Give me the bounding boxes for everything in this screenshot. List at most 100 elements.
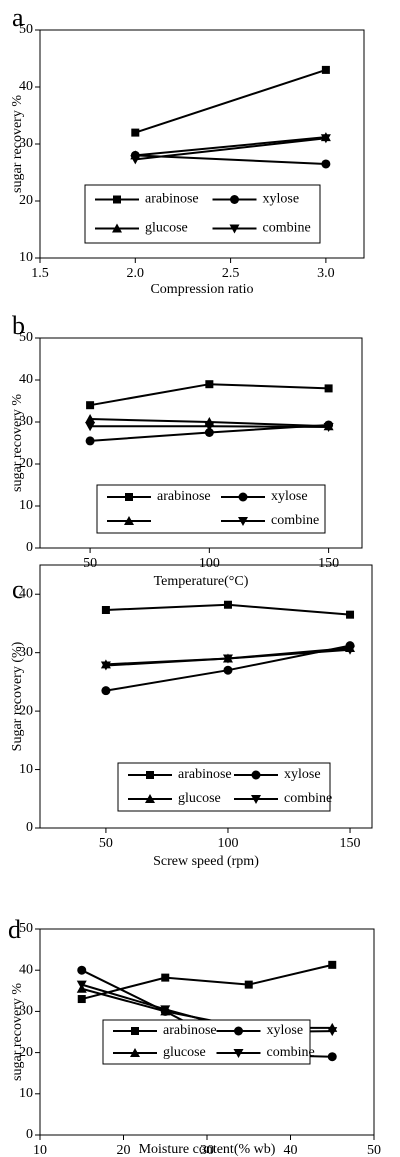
y-tick-label: 50: [19, 921, 33, 936]
legend-box: [96, 484, 326, 534]
series-line: [134, 68, 327, 134]
plot-frame: [39, 564, 373, 829]
marker: [160, 1005, 171, 1015]
x-axis-label: Moisture content(% wb): [139, 1142, 276, 1157]
legend-marker: [145, 794, 155, 803]
marker: [324, 384, 333, 393]
legend-marker: [130, 1048, 140, 1057]
y-tick-label: 40: [19, 79, 33, 94]
series-line: [135, 136, 326, 157]
x-axis-label: Temperature(°C): [154, 574, 249, 589]
legend-marker: [238, 492, 248, 502]
legend-marker: [113, 195, 121, 204]
legend-label: glucose: [145, 221, 188, 236]
marker: [101, 686, 111, 696]
marker: [320, 134, 331, 144]
y-tick-label: 50: [19, 22, 33, 37]
legend-marker: [124, 516, 134, 525]
y-tick-label: 30: [19, 1004, 33, 1019]
x-tick-label: 50: [99, 836, 113, 851]
series-line: [135, 137, 326, 161]
marker: [101, 606, 110, 615]
y-tick-label: 40: [19, 586, 33, 601]
marker: [223, 600, 232, 609]
x-tick-label: 1.5: [31, 266, 49, 281]
y-tick-label: 30: [19, 645, 33, 660]
marker: [86, 401, 95, 410]
marker: [321, 65, 330, 74]
y-tick-label: 30: [19, 414, 33, 429]
y-tick-label: 50: [19, 330, 33, 345]
marker: [85, 436, 95, 446]
marker: [204, 422, 215, 432]
legend-label: xylose: [271, 489, 308, 504]
marker: [244, 980, 253, 989]
x-axis-label: Compression ratio: [150, 282, 253, 297]
legend-label: arabinose: [145, 192, 199, 207]
marker: [321, 159, 331, 169]
x-tick-label: 50: [83, 556, 97, 571]
legend-label: combine: [267, 1045, 315, 1060]
y-tick-label: 20: [19, 1045, 33, 1060]
legend-marker: [238, 517, 248, 526]
legend-marker: [230, 195, 239, 204]
y-tick-label: 0: [26, 540, 33, 555]
panel-label: c: [12, 575, 24, 604]
marker: [100, 661, 111, 671]
y-tick-label: 20: [19, 703, 33, 718]
x-tick-label: 150: [340, 836, 361, 851]
x-tick-label: 10: [33, 1143, 47, 1157]
legend-box: [84, 184, 321, 244]
marker: [77, 965, 87, 975]
marker: [323, 423, 334, 433]
marker: [346, 610, 355, 619]
marker: [85, 422, 96, 432]
marker: [204, 428, 214, 437]
y-tick-label: 10: [19, 250, 33, 265]
y-tick-label: 40: [19, 962, 33, 977]
legend-marker: [146, 771, 154, 779]
legend-marker: [229, 224, 240, 234]
legend-label: combine: [271, 513, 319, 528]
x-tick-label: 100: [217, 836, 238, 851]
legend-label: combine: [284, 791, 332, 806]
marker: [130, 155, 141, 165]
x-tick-label: 50: [367, 1143, 381, 1157]
legend-marker: [251, 795, 261, 804]
legend-label: glucose: [163, 1045, 206, 1060]
marker: [85, 414, 96, 424]
panel-label: d: [8, 915, 21, 944]
marker: [223, 665, 233, 675]
x-tick-label: 3.0: [317, 266, 335, 281]
legend-label: arabinose: [178, 767, 232, 782]
panel-label: b: [12, 311, 25, 340]
legend-label: glucose: [178, 791, 221, 806]
legend-label: arabinose: [157, 489, 211, 504]
marker: [76, 980, 87, 990]
y-tick-label: 30: [19, 136, 33, 151]
y-tick-label: 0: [26, 820, 33, 835]
y-tick-label: 0: [26, 1127, 33, 1142]
plot-frame: [39, 337, 363, 549]
x-tick-label: 2.5: [222, 266, 240, 281]
x-tick-label: 150: [318, 556, 339, 571]
y-axis-label: Sugar recovery (%): [10, 641, 25, 751]
marker: [77, 995, 86, 1004]
legend-label: combine: [263, 221, 311, 236]
x-tick-label: 100: [199, 556, 220, 571]
x-tick-label: 2.0: [127, 266, 145, 281]
legend-label: arabinose: [163, 1023, 217, 1038]
legend-marker: [131, 1027, 139, 1035]
marker: [161, 973, 170, 982]
x-tick-label: 30: [200, 1143, 214, 1157]
panel-label: a: [12, 3, 24, 32]
y-tick-label: 20: [19, 193, 33, 208]
legend-label: xylose: [267, 1023, 304, 1038]
marker: [327, 1052, 337, 1062]
legend-marker: [251, 770, 261, 780]
legend-label: xylose: [263, 192, 300, 207]
x-tick-label: 40: [284, 1143, 298, 1157]
y-axis-label: sugar recovery %: [10, 983, 25, 1081]
y-tick-label: 40: [19, 372, 33, 387]
